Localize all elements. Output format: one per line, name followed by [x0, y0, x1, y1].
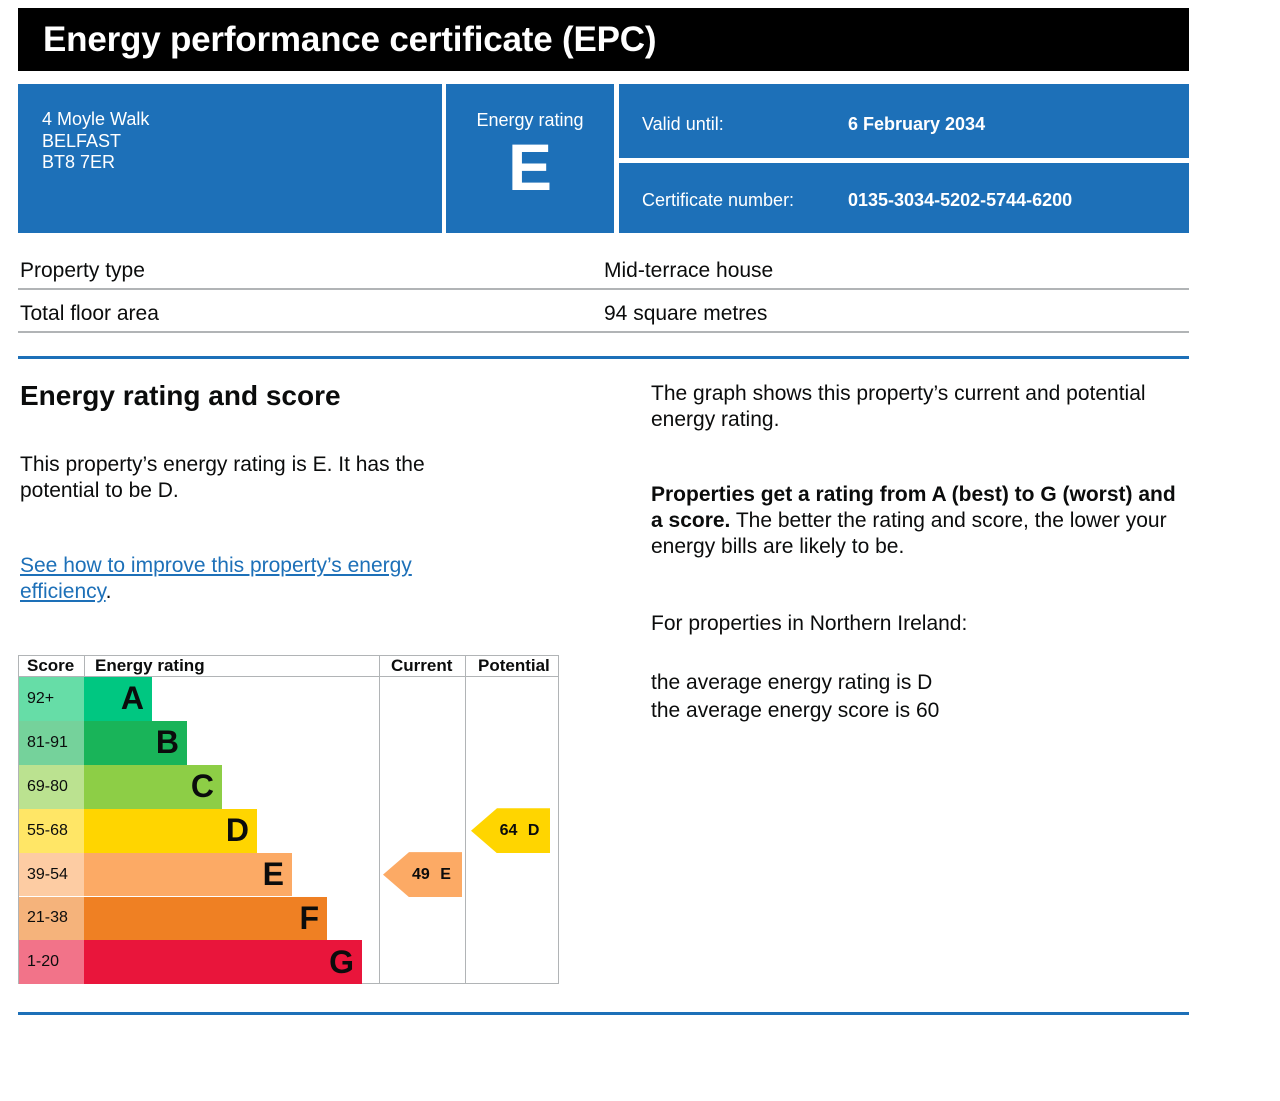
property-type-row: Property type Mid-terrace house [18, 247, 1189, 290]
energy-rating-panel: Energy rating E [446, 84, 614, 233]
floor-area-row: Total floor area 94 square metres [18, 290, 1189, 333]
band-score-c: 69-80 [19, 764, 84, 809]
address-line-1: 4 Moyle Walk [42, 109, 150, 129]
chart-header-line [19, 676, 558, 677]
current-rating-arrow: 49 E [383, 852, 462, 898]
improve-efficiency-link[interactable]: See how to improve this property’s energ… [20, 554, 412, 603]
chart-divider-score [84, 656, 85, 677]
band-score-a: 92+ [19, 677, 84, 721]
energy-rating-label: Energy rating [476, 110, 584, 130]
band-bar-d: D [84, 808, 257, 853]
section-divider-bottom [18, 1012, 1189, 1015]
chart-header-potential: Potential [478, 656, 550, 675]
address-line-3: BT8 7ER [42, 152, 116, 172]
band-score-f: 21-38 [19, 896, 84, 941]
band-score-b: 81-91 [19, 720, 84, 765]
property-type-value: Mid-terrace house [604, 259, 774, 282]
band-score-g: 1-20 [19, 940, 84, 985]
band-score-e: 39-54 [19, 852, 84, 897]
certificate-number-panel: Certificate number: 0135-3034-5202-5744-… [619, 163, 1189, 233]
energy-rating-chart: Score Energy rating Current Potential 92… [18, 655, 559, 985]
floor-area-value: 94 square metres [604, 302, 768, 325]
average-rating: the average energy rating is D [651, 671, 933, 694]
band-score-d: 55-68 [19, 808, 84, 853]
improve-link-suffix: . [105, 580, 112, 603]
band-bar-c: C [84, 764, 222, 809]
chart-header-rating: Energy rating [95, 656, 205, 675]
floor-area-label: Total floor area [20, 302, 159, 325]
page-title: Energy performance certificate (EPC) [43, 20, 657, 59]
valid-until-panel: Valid until: 6 February 2034 [619, 84, 1189, 158]
address-line-2: BELFAST [42, 130, 122, 151]
property-type-label: Property type [20, 259, 145, 282]
band-bar-b: B [84, 720, 187, 765]
energy-rating-value: E [507, 130, 553, 204]
certificate-number-label: Certificate number: [642, 190, 795, 210]
chart-header-score: Score [27, 656, 75, 675]
valid-until-value: 6 February 2034 [848, 114, 986, 134]
address-panel: 4 Moyle Walk BELFAST BT8 7ER [18, 84, 442, 233]
band-bar-g: G [84, 940, 362, 985]
ni-intro: For properties in Northern Ireland: [651, 612, 968, 635]
band-bar-a: A [84, 677, 152, 721]
improve-paragraph: See how to improve this property’s energ… [20, 553, 480, 605]
ratings-explanation: Properties get a rating from A (best) to… [651, 482, 1191, 560]
ratings-explanation-bold: Properties get a rating from A (best) to… [651, 483, 1176, 532]
valid-until-label: Valid until: [642, 114, 724, 134]
graph-description: The graph shows this property’s current … [651, 382, 1146, 431]
section-title: Energy rating and score [20, 380, 341, 411]
chart-header-current: Current [391, 656, 453, 675]
average-score: the average energy score is 60 [651, 699, 940, 722]
chart-divider-potential [465, 656, 466, 983]
ratings-explanation-rest: The better the rating and score, the low… [651, 509, 1167, 558]
potential-rating-arrow: 64 D [471, 808, 550, 854]
title-bar: Energy performance certificate (EPC) [18, 8, 1189, 71]
band-bar-f: F [84, 896, 327, 941]
section-divider-top [18, 356, 1189, 359]
band-bar-e: E [84, 852, 292, 897]
rating-text: This property’s energy rating is E. It h… [20, 453, 425, 502]
certificate-number-value: 0135-3034-5202-5744-6200 [848, 190, 1073, 210]
chart-divider-current [379, 656, 380, 983]
